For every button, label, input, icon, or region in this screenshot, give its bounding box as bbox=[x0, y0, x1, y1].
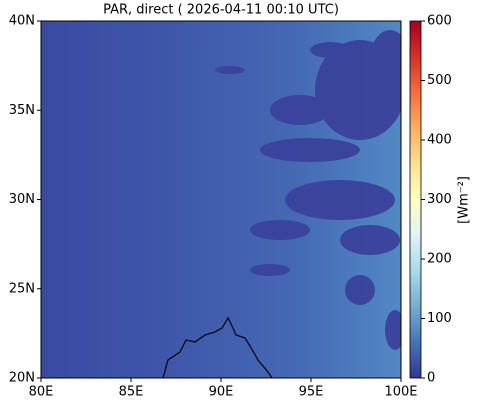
colorbar-tick-label: 300 bbox=[427, 192, 452, 207]
y-tick-label: 35N bbox=[9, 103, 35, 118]
y-tick-label: 30N bbox=[9, 192, 35, 207]
x-tick-label: 95E bbox=[299, 385, 324, 400]
y-tick-label: 20N bbox=[9, 371, 35, 386]
colorbar-tick-label: 0 bbox=[427, 371, 435, 386]
x-tick-label: 100E bbox=[384, 385, 417, 400]
colorbar-tick-label: 200 bbox=[427, 252, 452, 267]
x-tick-label: 85E bbox=[119, 385, 144, 400]
x-tick-label: 80E bbox=[29, 385, 54, 400]
field bbox=[41, 21, 401, 378]
chart-title: PAR, direct ( 2026-04-11 00:10 UTC) bbox=[103, 3, 339, 18]
colorbar-label: [Wm⁻²] bbox=[457, 176, 472, 224]
y-tick-label: 25N bbox=[9, 281, 35, 296]
colorbar-tick-label: 100 bbox=[427, 311, 452, 326]
colorbar-tick-label: 600 bbox=[427, 14, 452, 29]
x-tick-label: 90E bbox=[209, 385, 234, 400]
y-tick-label: 40N bbox=[9, 14, 35, 29]
colorbar-tick-label: 500 bbox=[427, 73, 452, 88]
colorbar-tick-label: 400 bbox=[427, 133, 452, 148]
colorbar bbox=[409, 20, 422, 379]
